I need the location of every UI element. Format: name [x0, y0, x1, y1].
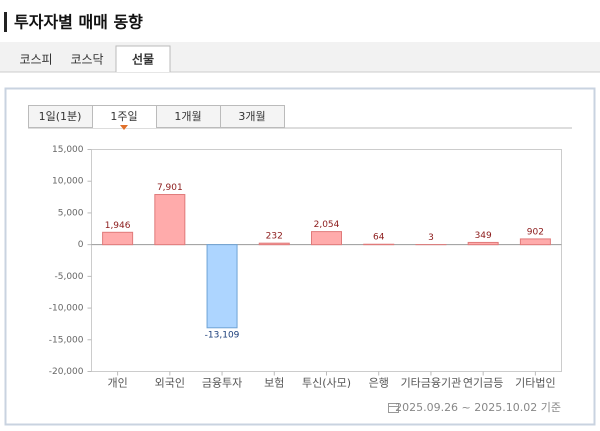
title: 투자자별 매매 동향	[14, 13, 143, 32]
bar	[154, 194, 186, 246]
period-tab[interactable]: 1일(1분)	[39, 109, 82, 123]
y-tick-label: -5,000	[54, 272, 83, 282]
period-note: 2025.09.26 ~ 2025.10.02 기준	[395, 401, 561, 414]
panel	[4, 87, 596, 426]
x-tick-label: 연기금등	[463, 377, 503, 390]
bar	[258, 242, 290, 246]
period-tab[interactable]: 1개월	[174, 110, 201, 123]
period-tab-box	[220, 105, 285, 128]
y-tick-label: -20,000	[49, 367, 84, 377]
market-tab[interactable]: 코스닥	[70, 53, 103, 67]
bar	[102, 231, 134, 246]
tab-strip	[0, 42, 600, 72]
market-tab[interactable]: 코스피	[19, 53, 52, 67]
value-label: 902	[527, 227, 544, 237]
bar	[519, 238, 551, 246]
calendar-icon	[388, 403, 399, 413]
value-label: -13,109	[205, 330, 240, 340]
y-tick-label: 10,000	[52, 177, 84, 187]
period-tab[interactable]: 3개월	[238, 110, 265, 123]
x-tick-label: 개인	[107, 377, 127, 390]
y-tick-label: -15,000	[49, 335, 84, 345]
bar	[467, 241, 499, 246]
x-tick-label: 외국인	[155, 377, 185, 390]
x-tick-label: 투신(사모)	[302, 377, 351, 390]
bar	[206, 244, 238, 329]
x-tick-label: 은행	[369, 377, 389, 390]
y-tick-label: -10,000	[49, 304, 84, 314]
x-tick-label: 보험	[264, 377, 284, 390]
bar	[311, 231, 342, 246]
value-label: 1,946	[105, 221, 131, 231]
tab-selected-box	[115, 45, 171, 72]
x-tick-label: 금융투자	[202, 377, 242, 390]
value-label: 3	[428, 233, 434, 243]
value-label: 64	[373, 233, 385, 243]
y-tick-label: 15,000	[52, 145, 84, 155]
period-tab[interactable]: 1주일	[110, 109, 137, 123]
market-tab[interactable]: 선물	[132, 52, 154, 67]
y-tick-label: 0	[78, 240, 84, 250]
title-bar	[4, 12, 7, 32]
x-tick-label: 기타법인	[515, 377, 555, 390]
value-label: 2,054	[314, 220, 340, 230]
value-label: 7,901	[157, 183, 183, 193]
value-label: 349	[475, 231, 492, 241]
value-label: 232	[266, 232, 283, 242]
x-tick-label: 기타금융기관	[401, 377, 462, 390]
selected-marker	[120, 125, 128, 130]
y-tick-label: 5,000	[58, 208, 84, 218]
